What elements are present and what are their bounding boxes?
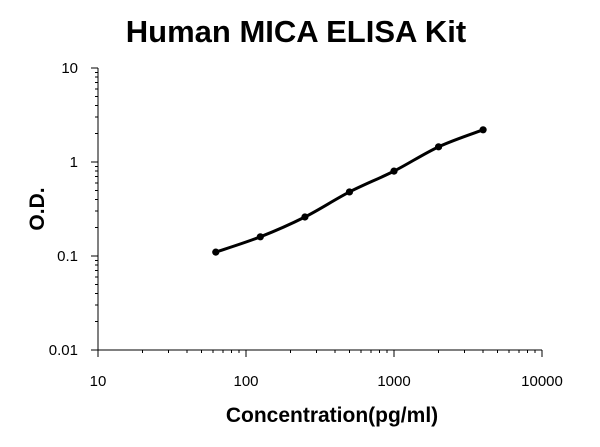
- y-axis-tick-labels: 0.01 0.1 1 10: [49, 60, 78, 359]
- x-tick-label: 10: [90, 373, 107, 390]
- data-point: [434, 143, 443, 151]
- plot-area: 10 100 1000 10000 0.01 0.1 1 10: [49, 60, 563, 390]
- y-tick-label: 1: [70, 154, 78, 171]
- chart-title: Human MICA ELISA Kit: [126, 14, 466, 49]
- y-tick-label: 0.01: [49, 342, 78, 359]
- x-axis-title: Concentration(pg/ml): [226, 404, 438, 427]
- data-point: [479, 126, 487, 134]
- x-tick-label: 1000: [377, 373, 410, 390]
- y-tick-label: 0.1: [57, 248, 78, 265]
- x-tick-label: 100: [233, 373, 258, 390]
- y-axis-title: O.D.: [26, 187, 49, 230]
- y-tick-label: 10: [61, 60, 78, 77]
- data-point: [390, 167, 398, 175]
- series-layer: [212, 126, 487, 256]
- y-axis-ticks: [91, 67, 98, 351]
- data-point: [212, 248, 220, 256]
- data-point: [301, 213, 309, 221]
- x-tick-label: 10000: [521, 373, 563, 390]
- x-axis-tick-labels: 10 100 1000 10000: [90, 373, 563, 390]
- x-axis-ticks: [97, 350, 543, 357]
- data-point: [345, 188, 354, 196]
- data-point: [256, 233, 264, 241]
